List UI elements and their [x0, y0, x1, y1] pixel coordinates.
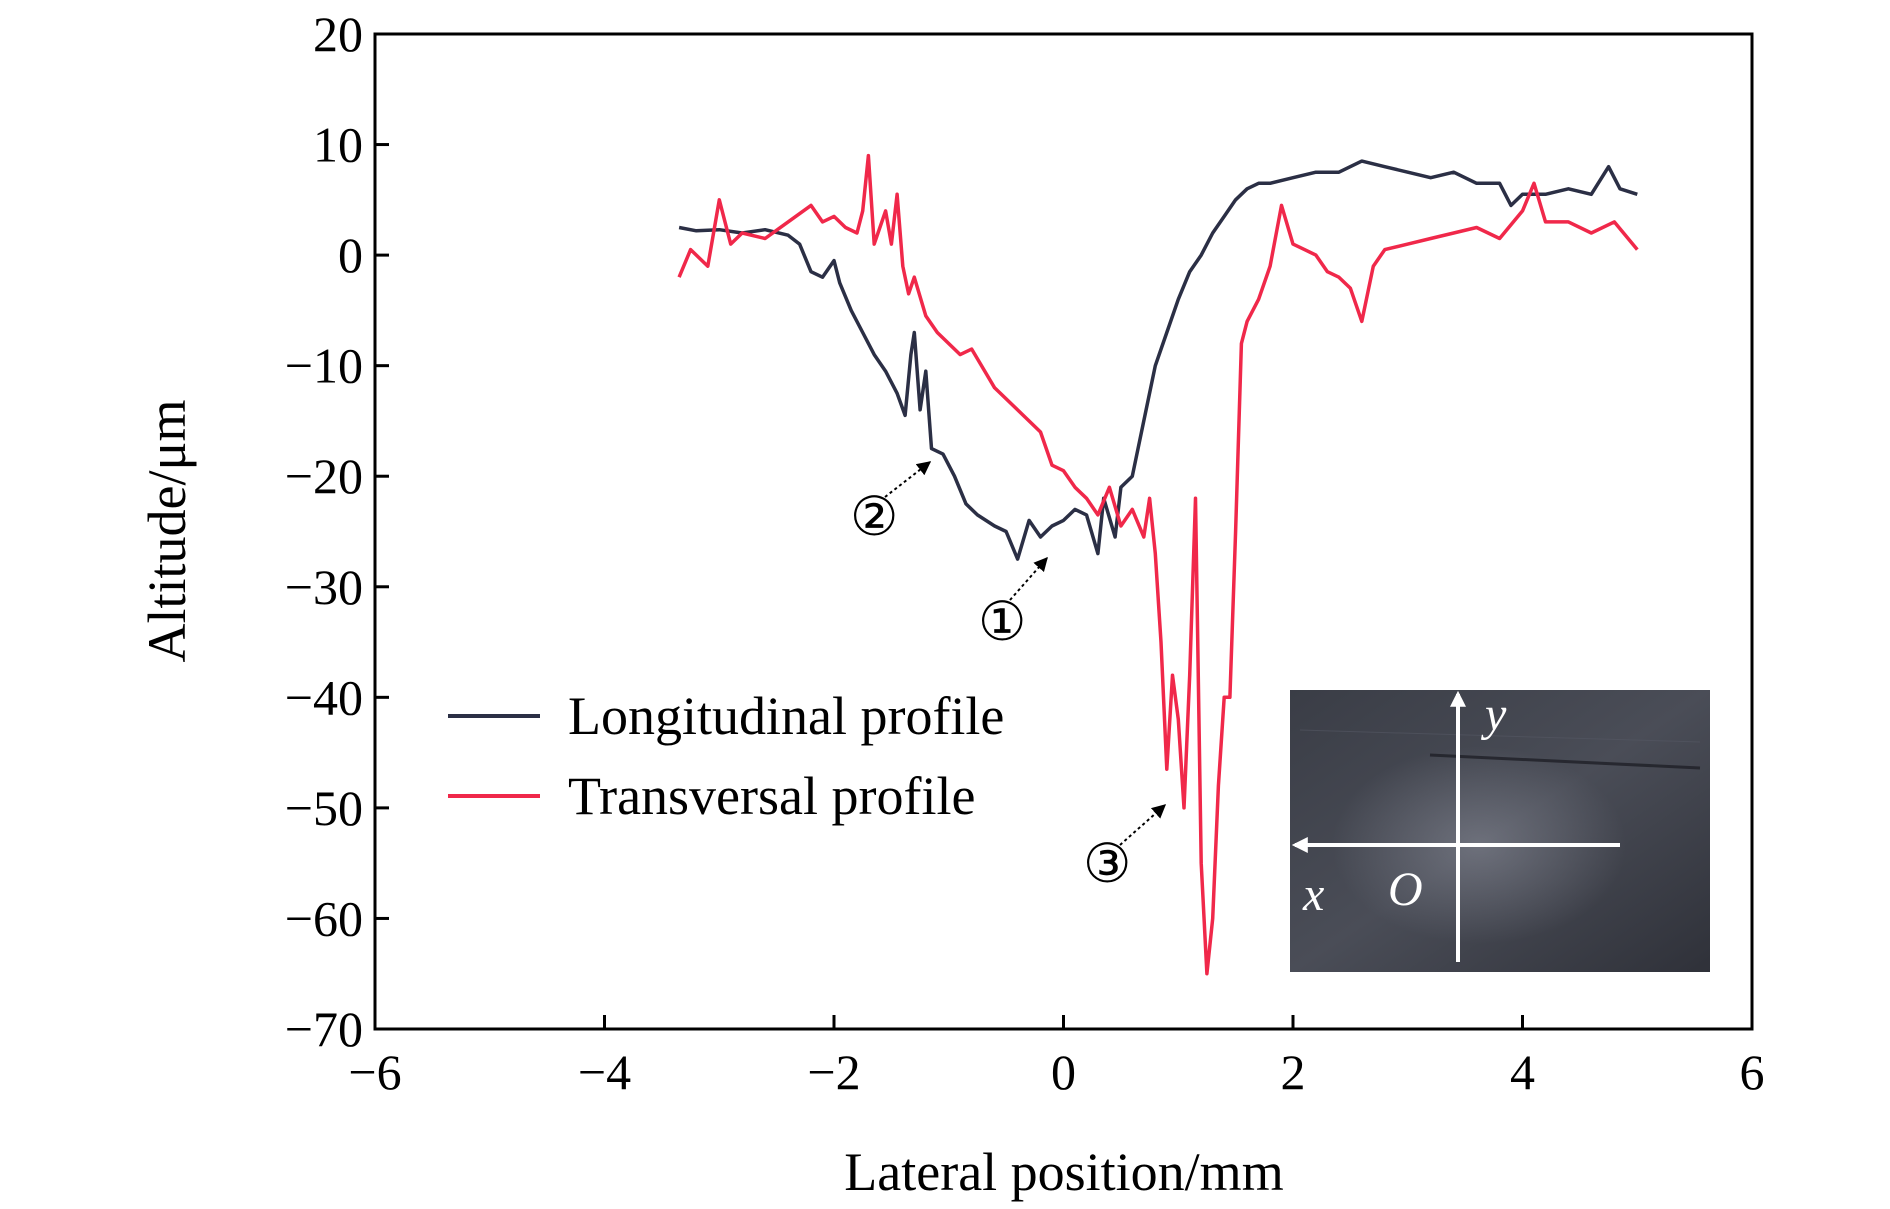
- x-tick-label: −6: [348, 1044, 401, 1100]
- inset-x-label: x: [1302, 868, 1324, 921]
- x-tick-label: −2: [807, 1044, 860, 1100]
- series-line-longitudinal: [678, 159, 1638, 561]
- y-tick-label: −70: [285, 1001, 363, 1057]
- y-tick-label: −30: [285, 559, 363, 615]
- inset-scratch: [1429, 753, 1701, 770]
- y-tick-label: 20: [313, 6, 363, 62]
- x-axis-title: Lateral position/mm: [844, 1142, 1283, 1202]
- legend-label-longitudinal: Longitudinal profile: [568, 686, 1004, 746]
- series-line-transversal: [677, 153, 1639, 976]
- annotation-label-3: ③: [1083, 834, 1131, 894]
- x-tick-label: 6: [1740, 1044, 1765, 1100]
- annotation-arrow-3: [1119, 804, 1167, 846]
- annotation-label-2: ②: [850, 487, 898, 547]
- x-tick-label: 4: [1510, 1044, 1535, 1100]
- x-tick-label: −4: [578, 1044, 631, 1100]
- y-tick-label: −50: [285, 780, 363, 836]
- y-axis: −70 −60 −50 −40 −30 −20 −10 0 10 20: [285, 6, 389, 1057]
- y-tick-label: 0: [338, 227, 363, 283]
- y-tick-label: 10: [313, 117, 363, 173]
- y-tick-label: −40: [285, 669, 363, 725]
- x-tick-label: 2: [1281, 1044, 1306, 1100]
- annotation-label-1: ①: [978, 592, 1026, 652]
- inset-y-label: y: [1480, 688, 1507, 741]
- legend: Longitudinal profile Transversal profile: [448, 686, 1004, 826]
- x-axis: −6 −4 −2 0 2 4 6: [348, 1015, 1765, 1100]
- inset-origin-label: O: [1388, 863, 1423, 916]
- x-tick-label: 0: [1051, 1044, 1076, 1100]
- annotations: ① ② ③: [850, 461, 1167, 894]
- inset-glow: [1290, 690, 1710, 972]
- y-tick-label: −60: [285, 890, 363, 946]
- y-tick-label: −10: [285, 338, 363, 394]
- series-layer: [677, 153, 1639, 976]
- legend-label-transversal: Transversal profile: [568, 766, 975, 826]
- inset-image: x y O: [1290, 688, 1710, 972]
- y-axis-title: Altitude/μm: [137, 400, 197, 663]
- y-tick-label: −20: [285, 448, 363, 504]
- inset-scratch-2: [1299, 729, 1701, 743]
